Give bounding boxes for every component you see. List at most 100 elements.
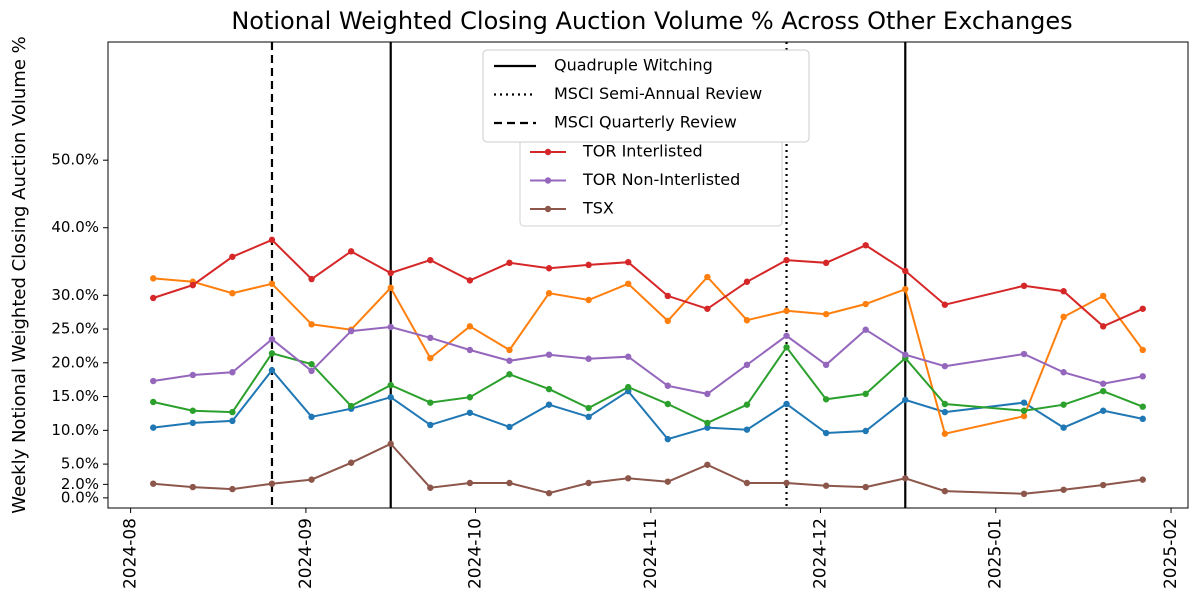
point bbox=[743, 278, 751, 285]
point bbox=[822, 482, 830, 489]
point bbox=[1099, 407, 1107, 414]
y-tick-label: 50.0% bbox=[51, 151, 99, 169]
point bbox=[1139, 305, 1146, 312]
point bbox=[229, 290, 236, 297]
point bbox=[229, 485, 236, 493]
y-tick-label: 10.0% bbox=[51, 421, 99, 439]
point bbox=[1139, 415, 1146, 423]
point bbox=[545, 401, 553, 408]
point bbox=[862, 483, 869, 491]
legend-point bbox=[544, 148, 552, 156]
point bbox=[427, 399, 434, 406]
x-tick-label: 2024-09 bbox=[296, 518, 316, 589]
point bbox=[1020, 399, 1028, 406]
legend-point bbox=[544, 177, 552, 184]
series-line bbox=[153, 368, 1144, 441]
point bbox=[822, 310, 830, 318]
legend-label: MSCI Quarterly Review bbox=[554, 113, 737, 132]
point bbox=[585, 404, 592, 412]
point bbox=[1060, 313, 1067, 321]
point bbox=[308, 367, 315, 375]
legend-label: TOR Interlisted bbox=[582, 142, 703, 161]
point bbox=[1020, 490, 1028, 498]
point bbox=[506, 259, 513, 267]
x-tick-label: 2024-10 bbox=[466, 518, 486, 589]
point bbox=[1099, 481, 1107, 489]
point bbox=[1060, 401, 1067, 408]
legend-box bbox=[482, 49, 810, 143]
point bbox=[466, 409, 474, 416]
point bbox=[664, 478, 671, 485]
point bbox=[625, 475, 632, 482]
legend-label: TSX bbox=[582, 199, 614, 218]
point bbox=[862, 300, 869, 308]
point bbox=[941, 362, 949, 370]
point bbox=[189, 371, 197, 379]
point bbox=[1099, 323, 1107, 330]
point bbox=[347, 248, 355, 255]
point bbox=[664, 400, 671, 408]
point bbox=[902, 285, 909, 293]
point bbox=[1020, 282, 1028, 290]
y-tick-label: 20.0% bbox=[51, 353, 99, 371]
point bbox=[585, 479, 592, 487]
y-axis-label: Weekly Notional Weighted Closing Auction… bbox=[9, 36, 30, 513]
point bbox=[1020, 407, 1028, 414]
point bbox=[506, 423, 513, 431]
point bbox=[427, 256, 434, 264]
legend-label: Quadruple Witching bbox=[554, 56, 713, 75]
point bbox=[308, 476, 315, 483]
y-tick-label: 25.0% bbox=[51, 320, 99, 338]
point bbox=[466, 479, 474, 487]
point bbox=[150, 275, 157, 282]
point bbox=[308, 275, 315, 283]
point bbox=[387, 284, 394, 292]
point bbox=[783, 332, 790, 339]
point bbox=[743, 361, 751, 369]
point bbox=[783, 307, 790, 314]
point bbox=[783, 400, 790, 408]
point bbox=[1139, 346, 1146, 354]
point bbox=[743, 426, 751, 433]
point bbox=[427, 484, 434, 491]
point bbox=[822, 259, 830, 267]
point bbox=[585, 413, 592, 421]
point bbox=[625, 353, 632, 360]
point bbox=[545, 385, 553, 393]
point bbox=[506, 357, 513, 364]
point bbox=[545, 290, 553, 297]
series-line bbox=[153, 275, 1144, 435]
point bbox=[466, 346, 474, 354]
point bbox=[783, 479, 790, 487]
point bbox=[427, 334, 434, 342]
point bbox=[585, 296, 592, 304]
point bbox=[822, 361, 830, 369]
point bbox=[506, 371, 513, 378]
point bbox=[229, 408, 236, 416]
point bbox=[704, 424, 711, 431]
point bbox=[466, 277, 474, 284]
point bbox=[704, 273, 711, 281]
point bbox=[862, 427, 869, 435]
y-tick-label: 5.0% bbox=[61, 455, 99, 473]
point bbox=[466, 394, 474, 401]
point bbox=[189, 419, 197, 427]
point bbox=[664, 292, 671, 300]
point bbox=[783, 256, 790, 264]
point bbox=[902, 267, 909, 275]
point bbox=[902, 475, 909, 482]
point bbox=[150, 398, 157, 406]
point bbox=[347, 459, 355, 466]
point bbox=[862, 390, 869, 398]
point bbox=[506, 479, 513, 487]
point bbox=[664, 382, 671, 389]
point bbox=[268, 236, 276, 244]
point bbox=[1060, 486, 1067, 493]
point bbox=[1139, 403, 1146, 410]
point bbox=[268, 335, 276, 343]
point bbox=[704, 390, 711, 398]
point bbox=[585, 355, 592, 362]
point bbox=[229, 253, 236, 260]
x-tick-label: 2024-11 bbox=[641, 518, 661, 589]
point bbox=[150, 294, 157, 302]
